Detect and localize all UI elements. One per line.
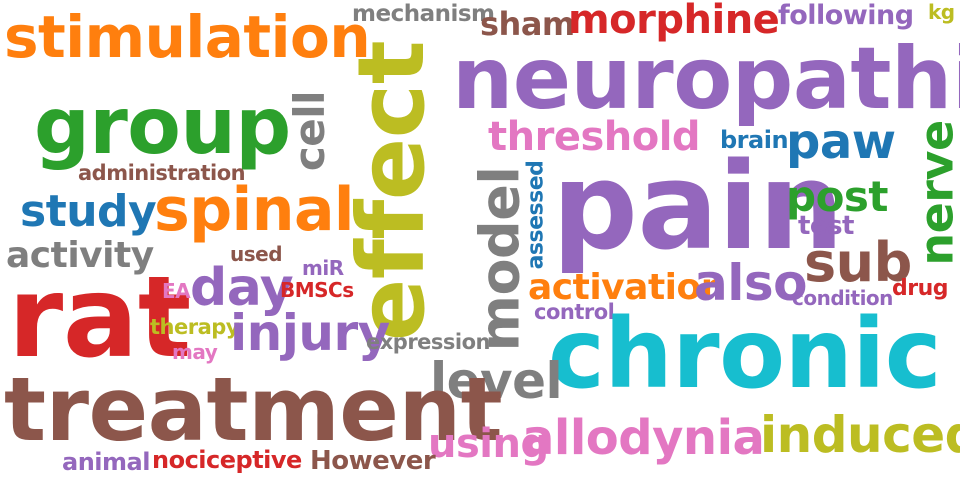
word-may: may xyxy=(172,340,218,364)
word-sub: sub xyxy=(804,231,912,294)
word-injury: injury xyxy=(230,304,390,362)
word-expression: expression xyxy=(366,330,491,354)
word-brain: brain xyxy=(720,126,789,154)
word-threshold: threshold xyxy=(488,114,701,160)
word-drug: drug xyxy=(892,276,949,301)
word-following: following xyxy=(778,0,914,31)
word-mir: miR xyxy=(302,256,344,280)
word-control: control xyxy=(534,300,615,324)
word-activation: activation xyxy=(528,267,726,308)
word-test: test xyxy=(798,211,854,241)
word-pain: pain xyxy=(552,138,844,277)
word-allodynia: allodynia xyxy=(522,410,765,466)
word-post: post xyxy=(786,172,889,221)
word-model: model xyxy=(468,166,532,352)
word-bmscs: BMSCs xyxy=(280,278,354,302)
word-using: using xyxy=(428,421,549,467)
word-used: used xyxy=(230,242,283,266)
word-study: study xyxy=(20,186,157,237)
word-cell: cell xyxy=(285,90,335,172)
word-level: level xyxy=(430,352,563,410)
word-nerve: nerve xyxy=(909,120,960,266)
word-therapy: therapy xyxy=(150,315,239,339)
word-chronic: chronic xyxy=(548,298,942,410)
word-ea: EA xyxy=(162,279,191,303)
word-assessed: assessed xyxy=(523,160,549,270)
word-however: However xyxy=(310,446,436,476)
word-day: day xyxy=(190,258,294,318)
word-kg: kg xyxy=(928,0,955,24)
word-condition: condition xyxy=(792,286,893,310)
word-spinal: spinal xyxy=(154,175,355,245)
word-administration: administration xyxy=(78,161,246,185)
word-rat: rat xyxy=(8,253,191,383)
word-morphine: morphine xyxy=(568,0,780,43)
word-mechanism: mechanism xyxy=(352,1,495,27)
word-sham: sham xyxy=(480,5,575,43)
word-treatment: treatment xyxy=(4,358,503,461)
word-effect: effect xyxy=(338,40,446,342)
word-activity: activity xyxy=(6,235,154,276)
word-animal: animal xyxy=(62,448,150,476)
word-paw: paw xyxy=(786,114,896,170)
word-stimulation: stimulation xyxy=(4,3,371,71)
word-group: group xyxy=(34,82,291,172)
word-induced: induced xyxy=(760,406,960,464)
word-nociceptive: nociceptive xyxy=(152,446,302,474)
word-also: also xyxy=(694,254,808,312)
word-neuropathic: neuropathic xyxy=(452,29,960,129)
